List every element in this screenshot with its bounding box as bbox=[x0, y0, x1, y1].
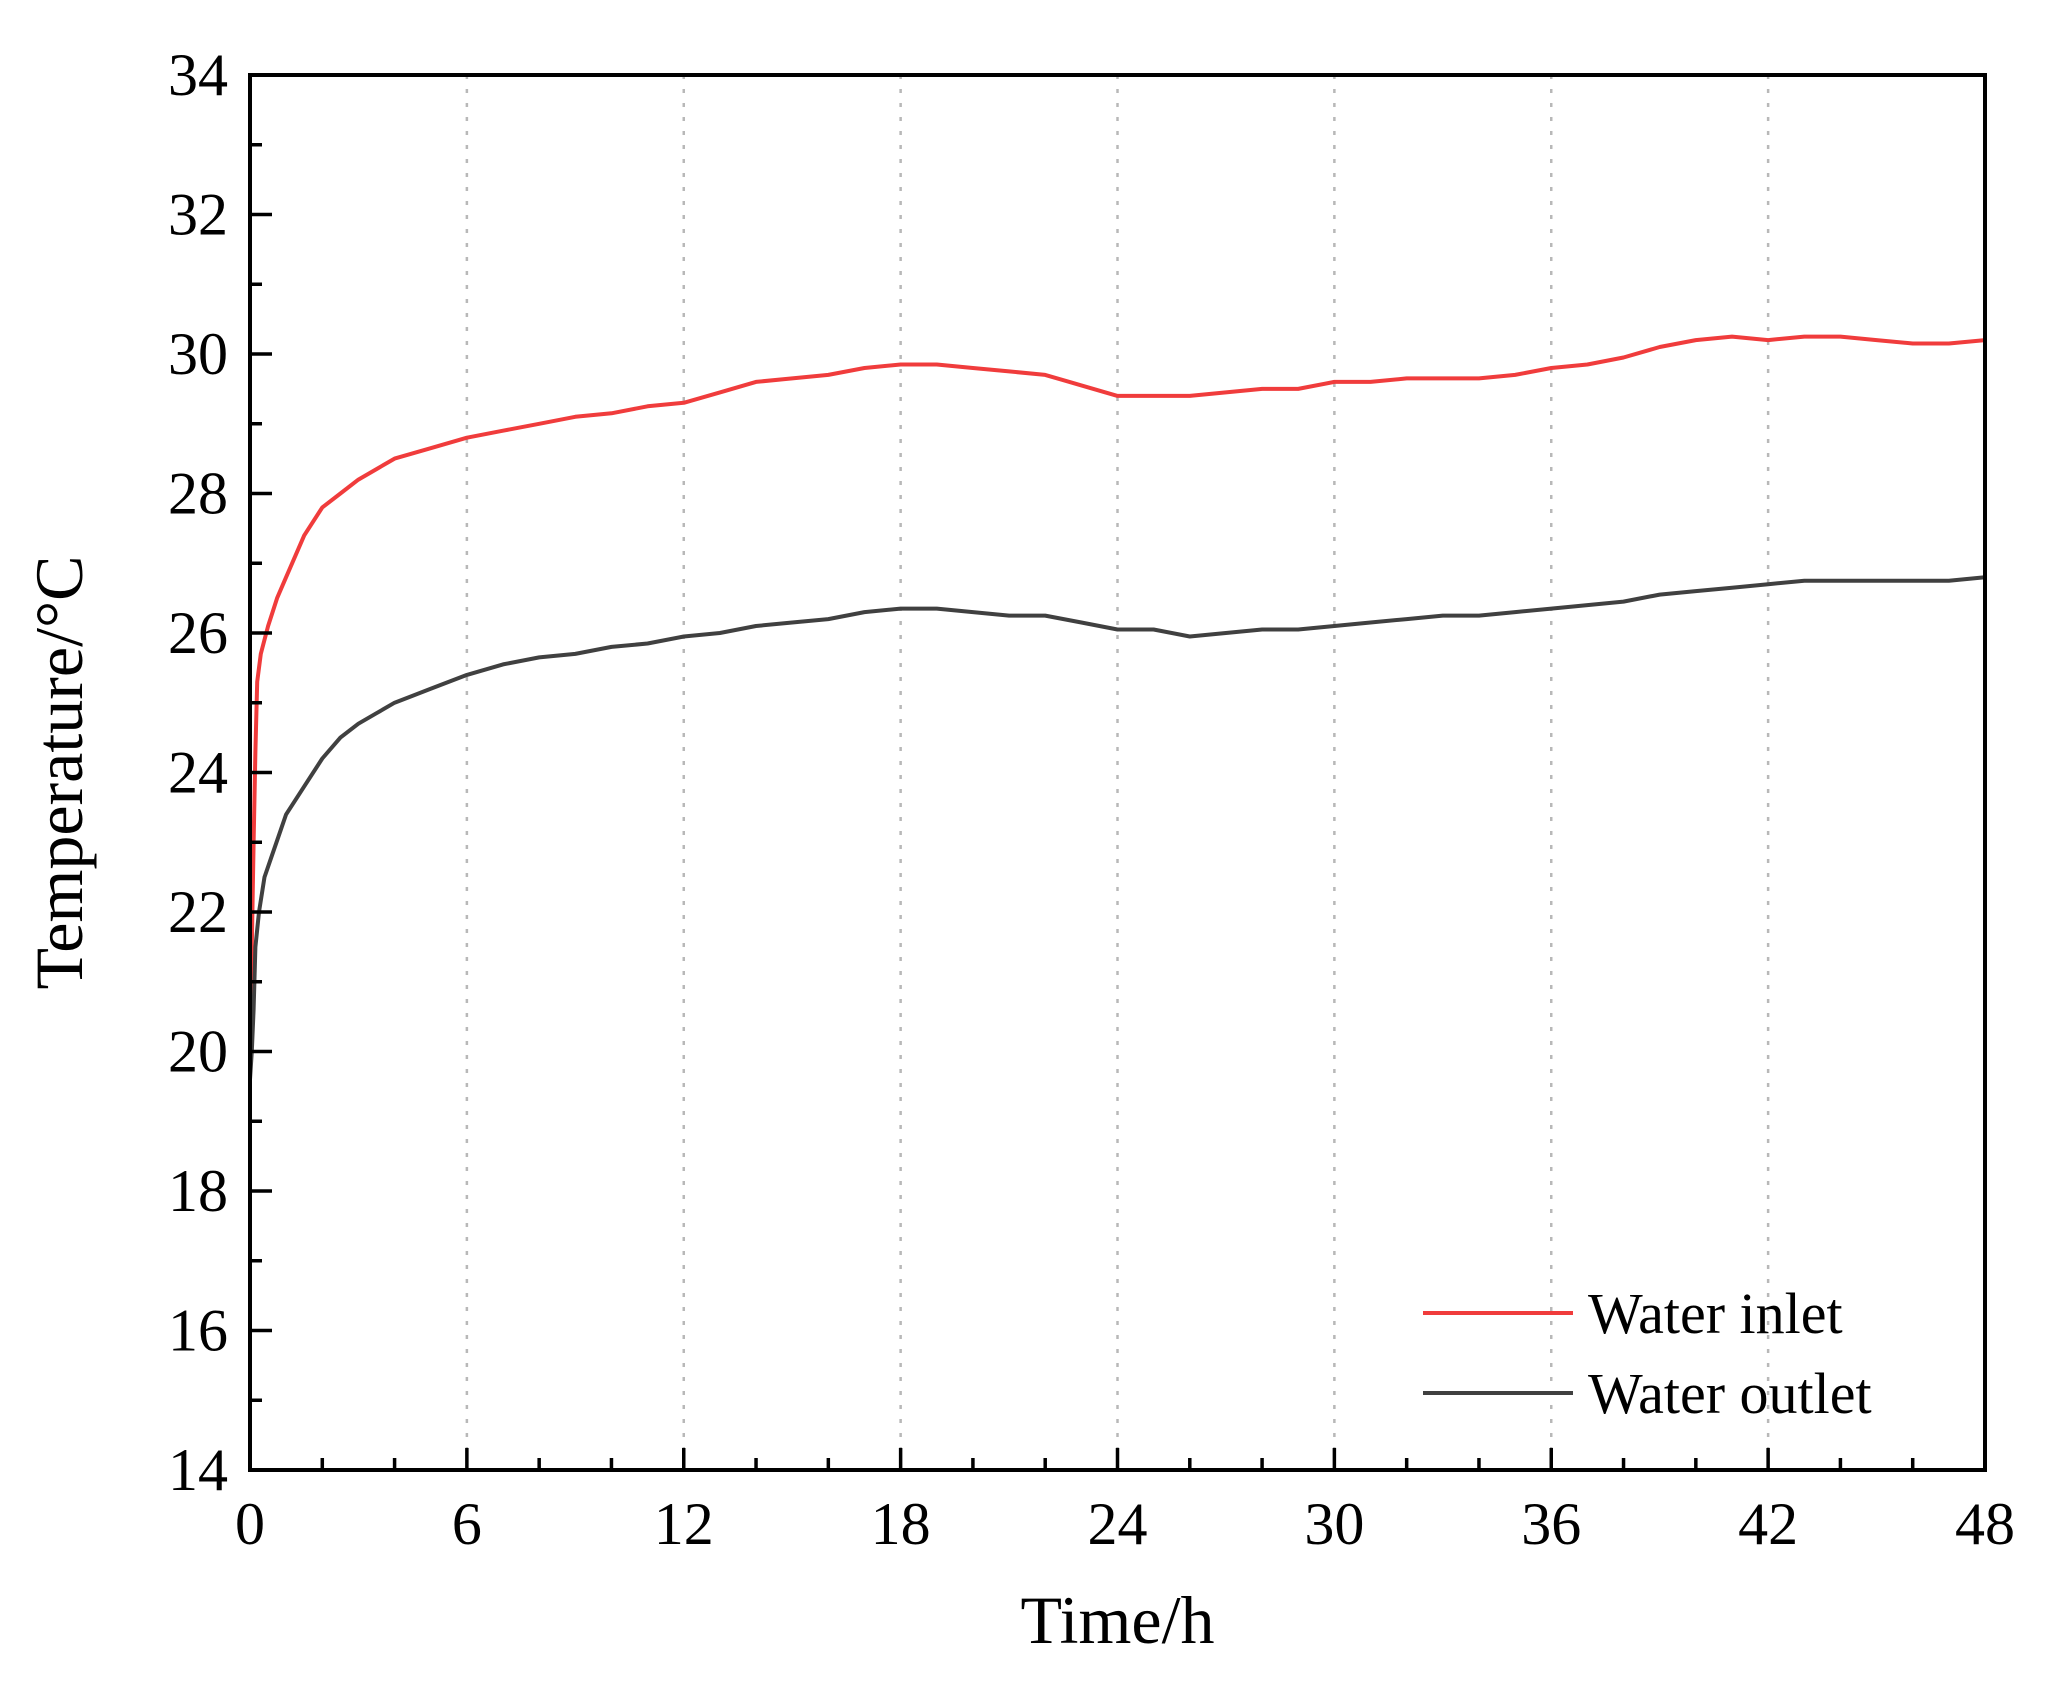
series-line-water-inlet bbox=[248, 334, 1987, 1068]
x-tick-labels: 0 6 12 18 24 30 36 42 48 bbox=[235, 1491, 2015, 1557]
x-tick-label-48: 48 bbox=[1955, 1491, 2015, 1557]
y-tick-labels: 14 16 18 20 22 24 26 28 30 32 34 bbox=[168, 42, 228, 1503]
x-tick-label-18: 18 bbox=[871, 1491, 931, 1557]
axis-ticks bbox=[248, 73, 1987, 1472]
x-tick-label-36: 36 bbox=[1521, 1491, 1581, 1557]
y-tick-label-26: 26 bbox=[168, 600, 228, 666]
y-axis-title: Temperature/°C bbox=[21, 555, 97, 989]
series-line-water-outlet bbox=[248, 575, 1987, 1082]
x-tick-label-12: 12 bbox=[654, 1491, 714, 1557]
series-lines bbox=[248, 334, 1987, 1082]
y-tick-label-28: 28 bbox=[168, 461, 228, 527]
y-tick-label-32: 32 bbox=[168, 182, 228, 248]
x-axis-title: Time/h bbox=[1020, 1582, 1214, 1658]
legend: Water inlet Water outlet bbox=[1423, 1281, 1872, 1426]
y-tick-label-18: 18 bbox=[168, 1158, 228, 1224]
x-tick-label-0: 0 bbox=[235, 1491, 265, 1557]
x-tick-label-6: 6 bbox=[452, 1491, 482, 1557]
grid-lines bbox=[465, 75, 1770, 1470]
legend-label-water-inlet: Water inlet bbox=[1588, 1281, 1843, 1346]
y-tick-label-16: 16 bbox=[168, 1298, 228, 1364]
y-tick-label-22: 22 bbox=[168, 879, 228, 945]
y-tick-label-34: 34 bbox=[168, 42, 228, 108]
y-tick-label-14: 14 bbox=[168, 1437, 228, 1503]
x-tick-label-24: 24 bbox=[1088, 1491, 1148, 1557]
y-tick-label-24: 24 bbox=[168, 740, 228, 806]
y-tick-label-20: 20 bbox=[168, 1019, 228, 1085]
legend-label-water-outlet: Water outlet bbox=[1588, 1361, 1872, 1426]
x-tick-label-30: 30 bbox=[1304, 1491, 1364, 1557]
x-tick-label-42: 42 bbox=[1738, 1491, 1798, 1557]
y-tick-label-30: 30 bbox=[168, 321, 228, 387]
